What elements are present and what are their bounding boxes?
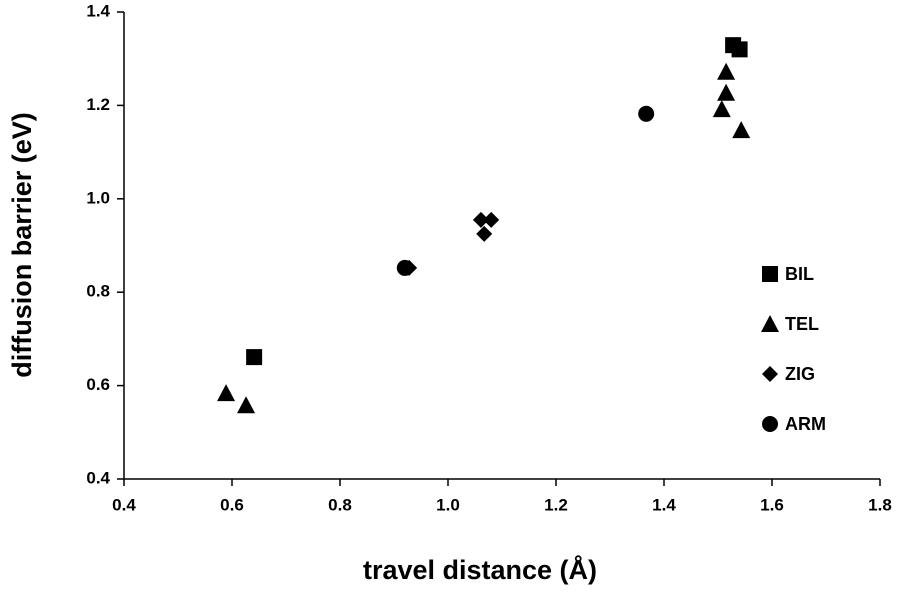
legend-label: TEL (785, 314, 819, 334)
legend-label: ZIG (785, 364, 815, 384)
y-tick-label: 1.0 (86, 188, 110, 207)
legend-marker (761, 315, 779, 332)
point (717, 83, 736, 101)
x-tick-label: 1.6 (760, 495, 784, 514)
legend-marker (762, 416, 778, 432)
y-tick-label: 0.4 (86, 468, 110, 487)
y-tick-label: 0.6 (86, 375, 110, 394)
y-axis-title: diffusion barrier (eV) (7, 112, 37, 378)
x-tick-label: 1.8 (868, 495, 892, 514)
point (246, 349, 263, 366)
point (731, 41, 748, 58)
point (476, 225, 493, 242)
point (717, 62, 736, 80)
point (483, 211, 500, 228)
y-tick-label: 0.8 (86, 282, 110, 301)
legend-label: ARM (785, 414, 826, 434)
point (732, 121, 751, 139)
legend-marker (762, 266, 778, 282)
y-tick-label: 1.4 (86, 1, 110, 20)
legend-marker (762, 366, 778, 382)
x-tick-label: 1.0 (436, 495, 460, 514)
legend-label: BIL (785, 264, 814, 284)
x-tick-label: 1.4 (652, 495, 676, 514)
x-tick-label: 0.4 (112, 495, 136, 514)
point (217, 384, 236, 402)
x-tick-label: 1.2 (544, 495, 568, 514)
point (237, 396, 256, 414)
x-axis-title: travel distance (Å) (363, 554, 597, 585)
x-tick-label: 0.6 (220, 495, 244, 514)
x-tick-label: 0.8 (328, 495, 352, 514)
point (396, 259, 413, 276)
point (472, 211, 489, 228)
point (638, 105, 655, 122)
point (712, 100, 731, 118)
y-tick-label: 1.2 (86, 95, 110, 114)
